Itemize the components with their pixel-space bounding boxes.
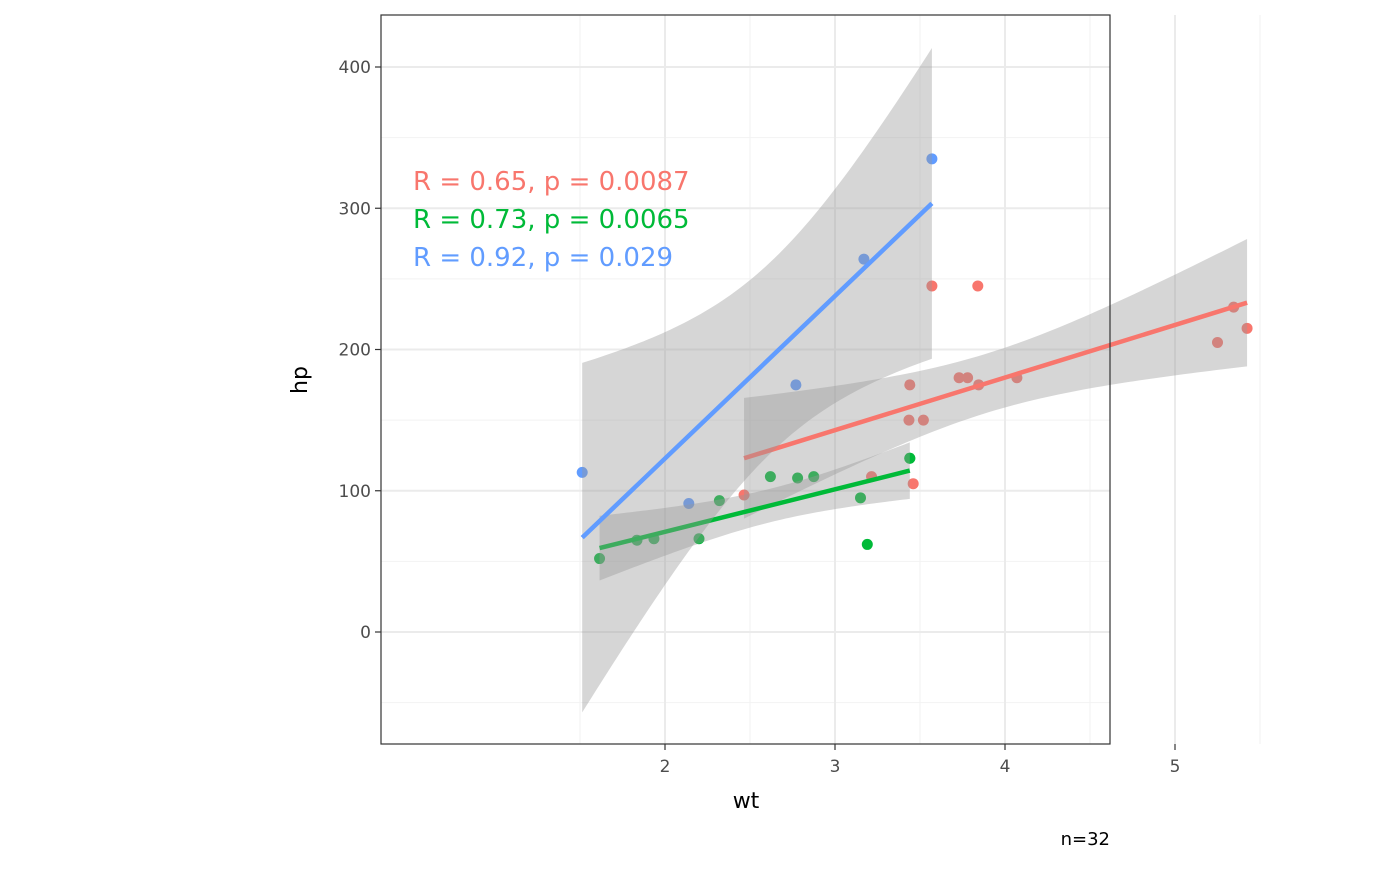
y-axis-title: hp xyxy=(288,366,313,394)
regression-line xyxy=(599,468,911,551)
regression-line xyxy=(743,300,1248,461)
data-point xyxy=(764,471,776,483)
y-tick-label: 300 xyxy=(339,199,371,219)
data-point xyxy=(972,280,984,292)
regression-line xyxy=(580,201,934,540)
caption: n=32 xyxy=(1061,829,1110,850)
y-tick-label: 100 xyxy=(339,482,371,502)
data-point xyxy=(904,452,916,464)
smooth-layers xyxy=(580,48,1248,713)
x-tick-label: 5 xyxy=(1170,757,1181,777)
data-point xyxy=(903,414,915,426)
data-point xyxy=(792,472,804,484)
x-tick-label: 2 xyxy=(660,757,671,777)
data-point xyxy=(962,372,974,384)
data-point xyxy=(693,533,705,545)
data-point xyxy=(904,379,916,391)
data-point xyxy=(808,471,820,483)
x-axis-title: wt xyxy=(733,789,760,814)
data-point xyxy=(861,538,873,550)
y-tick-label: 0 xyxy=(360,623,371,643)
y-tick-label: 200 xyxy=(339,341,371,361)
data-point xyxy=(907,478,919,490)
data-point xyxy=(1241,322,1253,334)
confidence-band xyxy=(582,48,932,713)
correlation-annotation: R = 0.73, p = 0.0065 xyxy=(413,205,690,235)
data-point xyxy=(926,280,938,292)
axes: 2 3 4 5 0 100 200 300 400 xyxy=(339,58,1181,777)
data-point xyxy=(594,553,606,565)
correlation-annotation: R = 0.65, p = 0.0087 xyxy=(413,167,690,197)
data-point xyxy=(738,489,750,501)
correlation-annotation: R = 0.92, p = 0.029 xyxy=(413,243,673,273)
data-point xyxy=(855,492,866,504)
data-point xyxy=(917,414,929,426)
data-point xyxy=(1212,336,1223,348)
data-point xyxy=(926,153,938,165)
grid xyxy=(381,15,1261,744)
annotations: R = 0.65, p = 0.0087 R = 0.73, p = 0.0065… xyxy=(413,167,690,273)
data-point xyxy=(858,253,870,265)
data-point xyxy=(713,495,725,507)
x-tick-label: 3 xyxy=(830,757,841,777)
data-point xyxy=(576,466,588,478)
x-tick-label: 4 xyxy=(1000,757,1011,777)
data-point xyxy=(953,372,965,384)
y-tick-label: 400 xyxy=(339,58,371,78)
data-point xyxy=(683,497,695,509)
data-point xyxy=(790,379,802,391)
panel-border xyxy=(380,14,1111,745)
